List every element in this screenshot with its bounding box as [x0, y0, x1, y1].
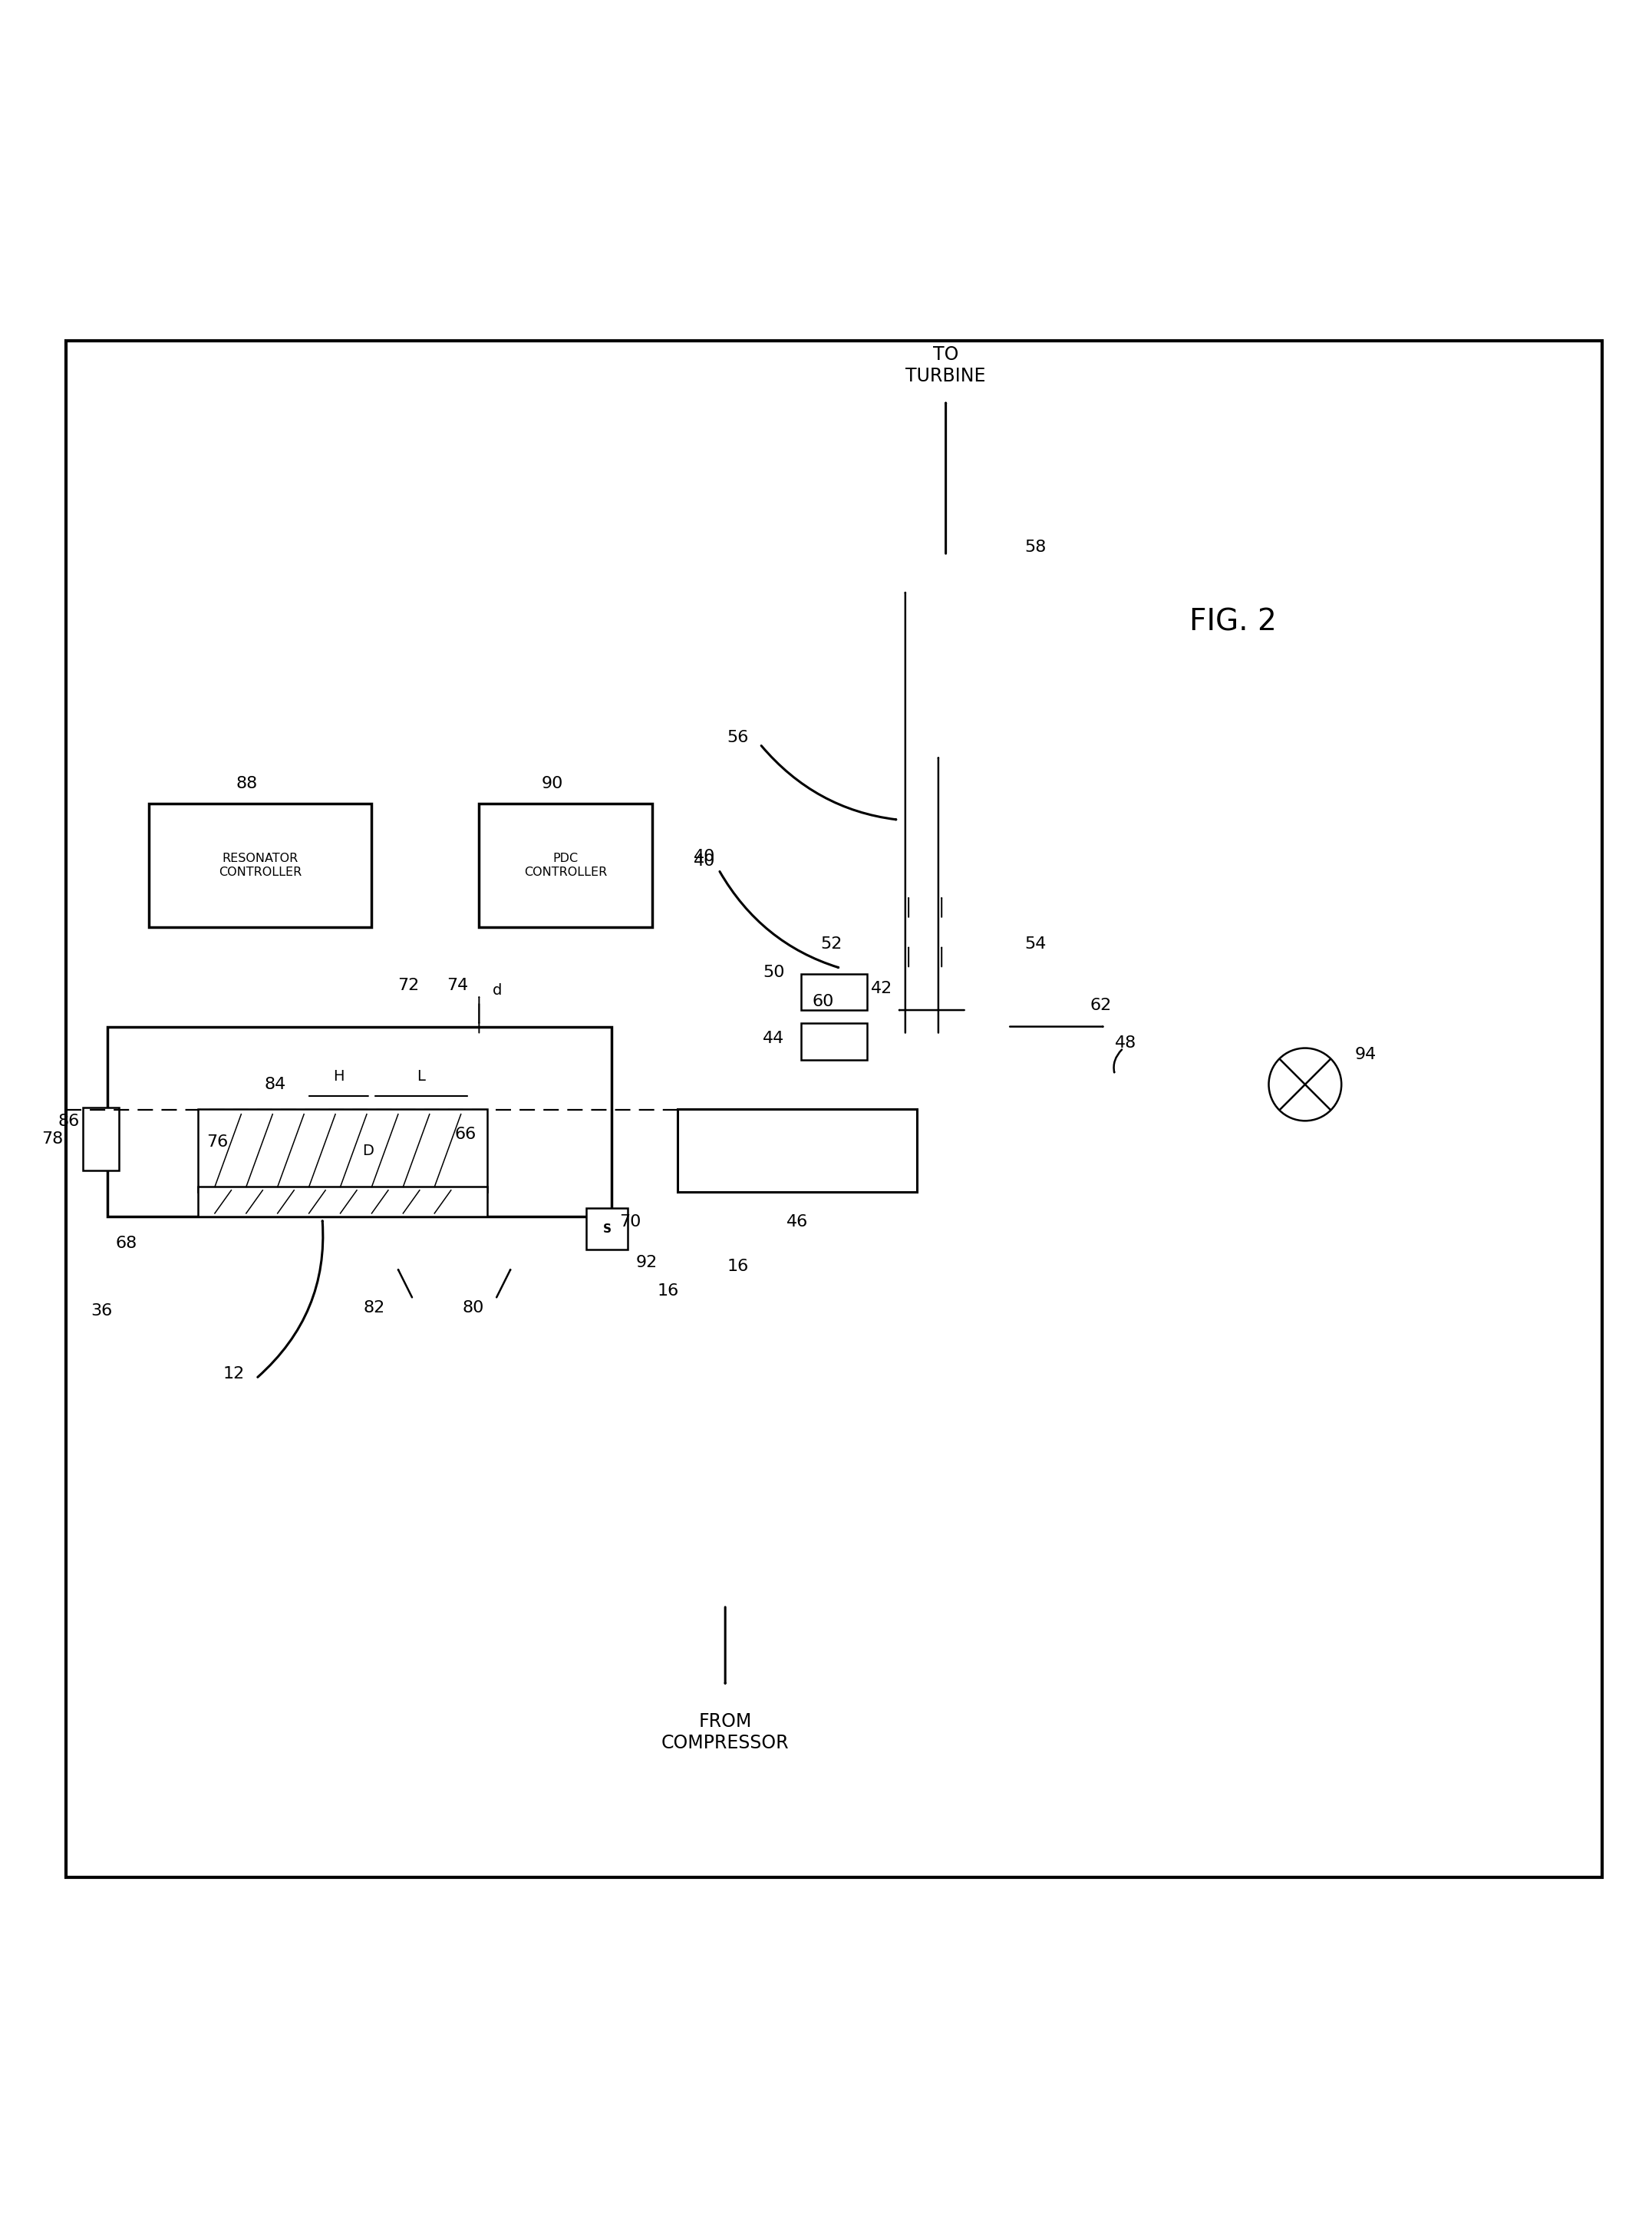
Text: D: D	[363, 1144, 373, 1158]
Text: d: d	[492, 983, 502, 997]
Text: 74: 74	[446, 977, 469, 992]
Bar	[677, 1109, 917, 1191]
Text: RESONATOR
CONTROLLER: RESONATOR CONTROLLER	[218, 854, 302, 878]
Text: 16: 16	[727, 1258, 748, 1274]
Text: TO
TURBINE: TO TURBINE	[905, 346, 986, 384]
Text: 82: 82	[363, 1301, 385, 1314]
Bar	[801, 974, 867, 1010]
Text: 78: 78	[41, 1131, 63, 1147]
Bar	[801, 1024, 867, 1059]
Text: 36: 36	[91, 1303, 112, 1319]
Bar	[479, 805, 653, 928]
Text: 80: 80	[463, 1301, 484, 1314]
Text: 62: 62	[1090, 997, 1112, 1012]
Text: 68: 68	[116, 1236, 137, 1252]
Text: L: L	[416, 1068, 426, 1084]
Text: 40: 40	[694, 854, 715, 869]
Bar	[586, 1209, 628, 1249]
Bar	[83, 1109, 119, 1171]
Text: 56: 56	[727, 731, 748, 744]
Text: 72: 72	[396, 977, 420, 992]
Text: 52: 52	[821, 936, 843, 952]
Text: FROM
COMPRESSOR: FROM COMPRESSOR	[661, 1712, 790, 1752]
Text: 70: 70	[620, 1214, 641, 1229]
Text: S: S	[603, 1223, 611, 1234]
Text: 94: 94	[1355, 1046, 1376, 1062]
Text: 12: 12	[223, 1366, 244, 1381]
Text: 84: 84	[264, 1077, 286, 1093]
Text: 76: 76	[206, 1135, 228, 1151]
Bar	[149, 805, 372, 928]
Text: PDC
CONTROLLER: PDC CONTROLLER	[524, 854, 608, 878]
Text: 86: 86	[58, 1113, 79, 1129]
Bar	[107, 1026, 611, 1216]
Text: 50: 50	[763, 966, 785, 979]
Text: 46: 46	[786, 1214, 808, 1229]
Text: 44: 44	[763, 1030, 785, 1046]
Text: 16: 16	[657, 1283, 679, 1299]
Text: 58: 58	[1024, 539, 1046, 554]
Text: 48: 48	[1115, 1035, 1137, 1050]
Text: 92: 92	[636, 1256, 657, 1269]
Text: 54: 54	[1024, 936, 1046, 952]
Text: FIG. 2: FIG. 2	[1189, 608, 1277, 637]
Text: 60: 60	[813, 995, 834, 1010]
Text: H: H	[334, 1068, 344, 1084]
Text: 66: 66	[454, 1126, 476, 1142]
Bar	[198, 1187, 487, 1216]
Bar	[198, 1109, 487, 1191]
Text: 42: 42	[871, 981, 892, 997]
Text: 90: 90	[542, 776, 563, 791]
Text: 40: 40	[694, 849, 715, 865]
Text: 88: 88	[236, 776, 258, 791]
